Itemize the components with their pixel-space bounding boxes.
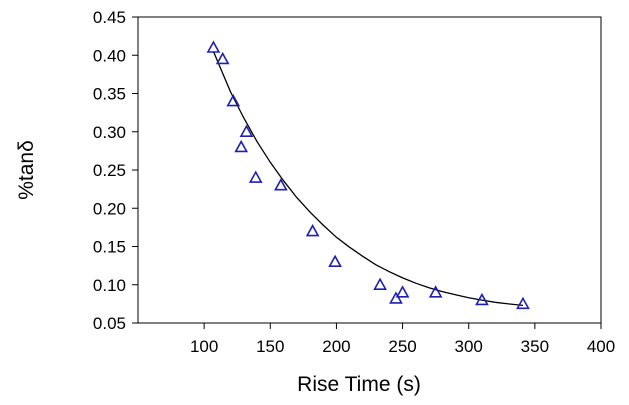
data-point-triangle — [215, 51, 230, 65]
data-point-triangle — [239, 124, 254, 137]
data-point-triangle — [389, 291, 403, 304]
data-point-triangle — [428, 285, 443, 298]
y-tick-label: 0.10 — [93, 276, 126, 295]
y-tick-label: 0.35 — [93, 85, 126, 104]
x-tick-label: 150 — [256, 337, 284, 356]
data-point-triangle — [328, 254, 342, 268]
y-tick-label: 0.45 — [93, 8, 126, 27]
x-tick-label: 400 — [587, 337, 615, 356]
data-point-triangle — [305, 224, 320, 237]
x-tick-label: 200 — [322, 337, 350, 356]
data-point-triangle — [248, 170, 263, 183]
data-point-triangle — [475, 292, 489, 306]
data-point-triangle — [234, 139, 249, 153]
y-tick-label: 0.25 — [93, 161, 126, 180]
x-tick-label: 100 — [190, 337, 218, 356]
data-point-triangle — [373, 277, 387, 290]
data-points-layer — [206, 40, 530, 310]
data-point-triangle — [226, 94, 241, 107]
data-point-triangle — [206, 40, 221, 53]
x-axis-title: Rise Time (s) — [297, 373, 421, 396]
y-tick-label: 0.30 — [93, 123, 126, 142]
fit-curve-line — [212, 51, 524, 307]
data-point-triangle — [274, 178, 288, 191]
y-tick-label: 0.15 — [93, 238, 126, 257]
y-tick-label: 0.40 — [93, 46, 126, 65]
ticks-layer: 100 150 200 250 300 350 400 0.05 0.10 0.15 0.20 0.2… — [93, 8, 615, 356]
x-tick-label: 350 — [521, 337, 549, 356]
x-tick-label: 250 — [388, 337, 416, 356]
y-tick-label: 0.05 — [93, 314, 126, 333]
data-point-triangle — [395, 285, 410, 298]
y-axis-title: %tanδ — [15, 140, 38, 200]
y-tick-label: 0.20 — [93, 199, 126, 218]
fit-curve-layer — [212, 51, 524, 307]
plot-area — [137, 16, 602, 324]
x-tick-label: 300 — [455, 337, 483, 356]
data-point-triangle — [516, 296, 530, 310]
